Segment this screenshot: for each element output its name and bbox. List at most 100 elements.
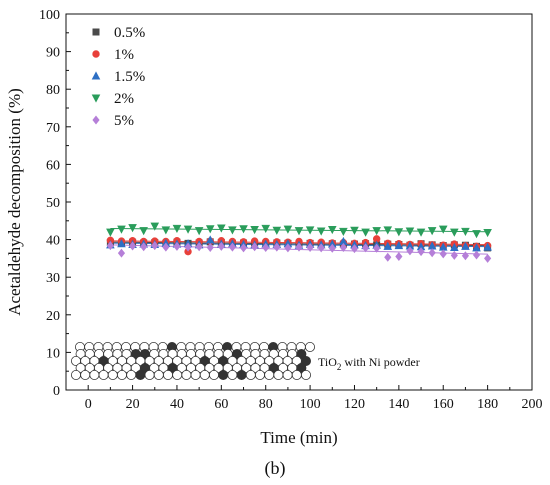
data-point xyxy=(151,241,159,251)
data-point xyxy=(416,228,426,237)
tio2-particle xyxy=(199,369,210,380)
data-point xyxy=(273,242,281,252)
data-point xyxy=(484,253,492,263)
y-tick-label: 20 xyxy=(46,309,60,324)
legend-label: 5% xyxy=(114,113,134,129)
x-tick-label: 120 xyxy=(344,397,365,412)
legend: 0.5% 1% 1.5% 2% 5% xyxy=(91,25,145,129)
legend-label: 0.5% xyxy=(114,25,145,41)
tio2-ni-particle-illustration xyxy=(71,341,315,380)
x-tick-label: 80 xyxy=(259,397,273,412)
data-points xyxy=(106,222,492,263)
ni-particle xyxy=(300,355,311,366)
data-point xyxy=(239,243,248,253)
data-point xyxy=(394,228,404,237)
data-point xyxy=(328,243,336,253)
legend-marker xyxy=(91,94,101,103)
y-tick-label: 30 xyxy=(46,271,60,286)
data-point xyxy=(361,243,370,253)
tio2-particle xyxy=(264,369,275,380)
tio2-particle xyxy=(245,369,256,380)
data-point xyxy=(194,227,204,236)
tio2-particle xyxy=(153,369,164,380)
data-point xyxy=(394,240,404,250)
data-point xyxy=(461,251,470,261)
data-point xyxy=(283,225,293,234)
x-tick-label: 180 xyxy=(477,397,498,412)
ni-particle xyxy=(296,362,307,373)
tio2-particle xyxy=(291,369,302,380)
data-point xyxy=(450,242,459,251)
data-point xyxy=(195,242,203,252)
annotation-text-b: with Ni powder xyxy=(341,355,419,369)
data-point xyxy=(483,242,492,251)
data-point xyxy=(206,243,214,252)
data-point xyxy=(373,243,381,253)
data-point xyxy=(317,243,325,253)
y-tick-label: 10 xyxy=(46,346,60,361)
data-point xyxy=(150,222,160,231)
legend-label: 1% xyxy=(114,47,134,63)
tio2-particle xyxy=(227,369,238,380)
x-tick-label: 40 xyxy=(170,397,184,412)
tio2-particle xyxy=(254,369,265,380)
data-point xyxy=(450,250,458,260)
data-point xyxy=(428,248,436,258)
data-point xyxy=(217,241,225,251)
data-point xyxy=(483,228,492,238)
data-point xyxy=(472,230,481,239)
legend-marker xyxy=(91,71,101,80)
tio2-particle xyxy=(300,369,311,380)
y-tick-label: 50 xyxy=(46,196,60,211)
annotation-text-a: TiO xyxy=(318,355,337,369)
x-axis-title: Time (min) xyxy=(260,428,337,447)
data-point xyxy=(262,243,270,252)
tio2-particle xyxy=(304,341,315,352)
tio2-particle xyxy=(126,369,137,380)
data-point xyxy=(183,225,193,234)
data-point xyxy=(383,226,393,235)
legend-marker xyxy=(92,115,100,125)
data-point xyxy=(405,227,415,236)
data-point xyxy=(395,252,403,262)
data-point xyxy=(228,242,237,252)
data-point xyxy=(117,248,126,258)
data-point xyxy=(439,249,447,259)
data-point xyxy=(251,242,259,252)
data-point xyxy=(305,226,315,235)
y-axis-title: Acetaldehyde decomposition (%) xyxy=(5,88,24,316)
annotation-subscript: 2 xyxy=(337,362,342,372)
tio2-particle xyxy=(208,369,219,380)
x-axis: 0 20 40 60 80 100 120 140 160 180 200 xyxy=(65,385,543,412)
tio2-particle xyxy=(98,369,109,380)
particle-annotation: TiO2 with Ni powder xyxy=(318,355,420,372)
legend-marker xyxy=(92,28,100,36)
data-point xyxy=(361,228,370,237)
panel-label: (b) xyxy=(265,458,286,479)
x-tick-label: 0 xyxy=(85,397,92,412)
data-point xyxy=(250,225,259,235)
data-point xyxy=(217,224,226,233)
tio2-particle xyxy=(181,369,192,380)
y-tick-label: 60 xyxy=(46,158,60,173)
tio2-particle xyxy=(190,369,201,380)
data-point xyxy=(128,224,137,233)
data-point xyxy=(406,246,414,256)
data-point xyxy=(316,227,326,236)
data-point xyxy=(228,226,237,235)
data-point xyxy=(384,252,392,262)
y-tick-label: 80 xyxy=(46,83,60,98)
x-tick-label: 140 xyxy=(388,397,409,412)
tio2-particle xyxy=(89,369,100,380)
y-tick-label: 40 xyxy=(46,234,60,249)
ni-particle xyxy=(218,369,229,380)
data-point xyxy=(461,227,470,236)
data-point xyxy=(450,228,459,237)
data-point xyxy=(117,239,126,248)
data-point xyxy=(162,242,170,252)
tio2-particle xyxy=(80,369,91,380)
data-point xyxy=(427,227,437,236)
y-tick-label: 70 xyxy=(46,121,60,136)
tio2-particle xyxy=(162,369,173,380)
data-point xyxy=(461,241,470,250)
